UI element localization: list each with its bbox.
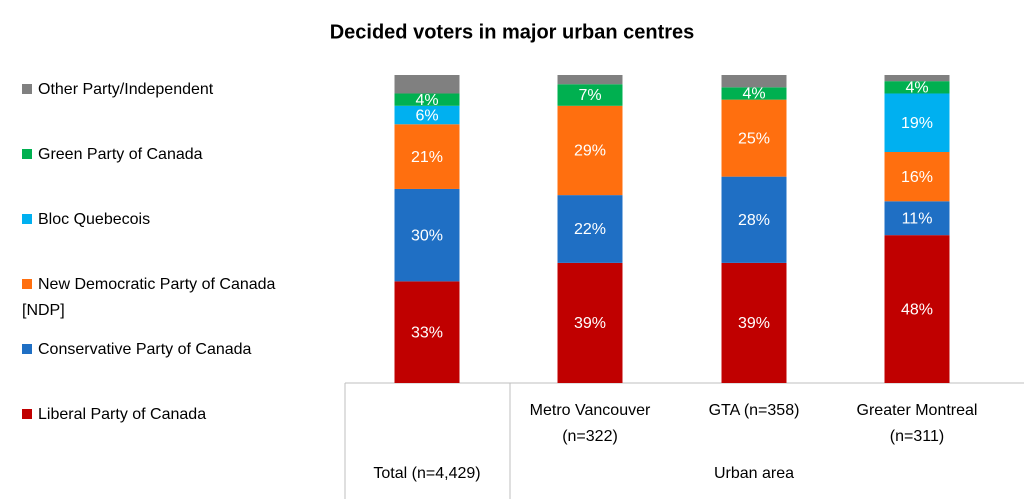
- legend-swatch: [22, 279, 32, 289]
- bar-segment: [884, 201, 950, 236]
- data-label: 39%: [738, 315, 770, 332]
- bar-segment: [394, 188, 460, 282]
- legend-swatch: [22, 409, 32, 419]
- x-tick-label: GTA (n=358): [708, 402, 800, 419]
- bar-segment: [721, 75, 787, 88]
- legend-item: Bloc Quebecois: [22, 207, 322, 233]
- bar-segment: [394, 281, 460, 383]
- bar-segment: [394, 93, 460, 106]
- legend-label: New Democratic Party of Canada [NDP]: [22, 276, 276, 319]
- data-label: 4%: [415, 92, 438, 109]
- legend-item: Other Party/Independent: [22, 77, 322, 103]
- bar-segment: [884, 81, 950, 94]
- bar-segment: [721, 87, 787, 100]
- group-label: Urban area: [714, 465, 794, 482]
- data-label: 29%: [574, 143, 606, 160]
- bar-segment: [557, 262, 623, 383]
- legend-swatch: [22, 344, 32, 354]
- data-label: 48%: [901, 301, 933, 318]
- legend-swatch: [22, 84, 32, 94]
- data-label: 4%: [905, 80, 928, 97]
- data-label: 19%: [901, 115, 933, 132]
- legend-swatch: [22, 149, 32, 159]
- data-label: 39%: [574, 315, 606, 332]
- bar-segment: [721, 99, 787, 177]
- data-label: 21%: [411, 149, 443, 166]
- bar-segment: [721, 176, 787, 263]
- legend-label: Other Party/Independent: [38, 81, 214, 98]
- bar-segment: [557, 105, 623, 196]
- data-label: 22%: [574, 221, 606, 238]
- data-label: 33%: [411, 324, 443, 341]
- bar-segment: [721, 262, 787, 383]
- data-label: 6%: [415, 107, 438, 124]
- legend-item: Liberal Party of Canada: [22, 402, 322, 428]
- bar-segment: [394, 105, 460, 125]
- bar-segment: [394, 75, 460, 94]
- legend-label: Liberal Party of Canada: [38, 406, 207, 423]
- x-tick-label: Total (n=4,429): [373, 465, 481, 482]
- legend-label: Green Party of Canada: [38, 146, 203, 163]
- data-label: 4%: [742, 86, 765, 103]
- legend-label: Bloc Quebecois: [38, 211, 151, 228]
- legend-swatch: [22, 214, 32, 224]
- data-label: 7%: [578, 87, 601, 104]
- data-label: 28%: [738, 212, 770, 229]
- x-tick-label: Greater Montreal (n=311): [856, 402, 978, 445]
- bar-segment: [884, 93, 950, 152]
- data-label: 25%: [738, 130, 770, 147]
- chart-title: Decided voters in major urban centres: [330, 21, 695, 43]
- bar-segment: [394, 124, 460, 189]
- legend-item: Green Party of Canada: [22, 142, 322, 168]
- bar-segment: [557, 195, 623, 263]
- data-label: 16%: [901, 169, 933, 186]
- bar-segment: [884, 235, 950, 383]
- data-label: 11%: [902, 210, 933, 227]
- data-label: 30%: [411, 227, 443, 244]
- bar-segment: [884, 152, 950, 202]
- legend-item: New Democratic Party of Canada [NDP]: [22, 272, 322, 324]
- x-tick-label: Metro Vancouver (n=322): [529, 402, 651, 445]
- bar-segment: [884, 75, 950, 82]
- bar-segment: [557, 84, 623, 106]
- bar-segment: [557, 75, 623, 85]
- legend-item: Conservative Party of Canada: [22, 337, 322, 363]
- legend-label: Conservative Party of Canada: [38, 341, 252, 358]
